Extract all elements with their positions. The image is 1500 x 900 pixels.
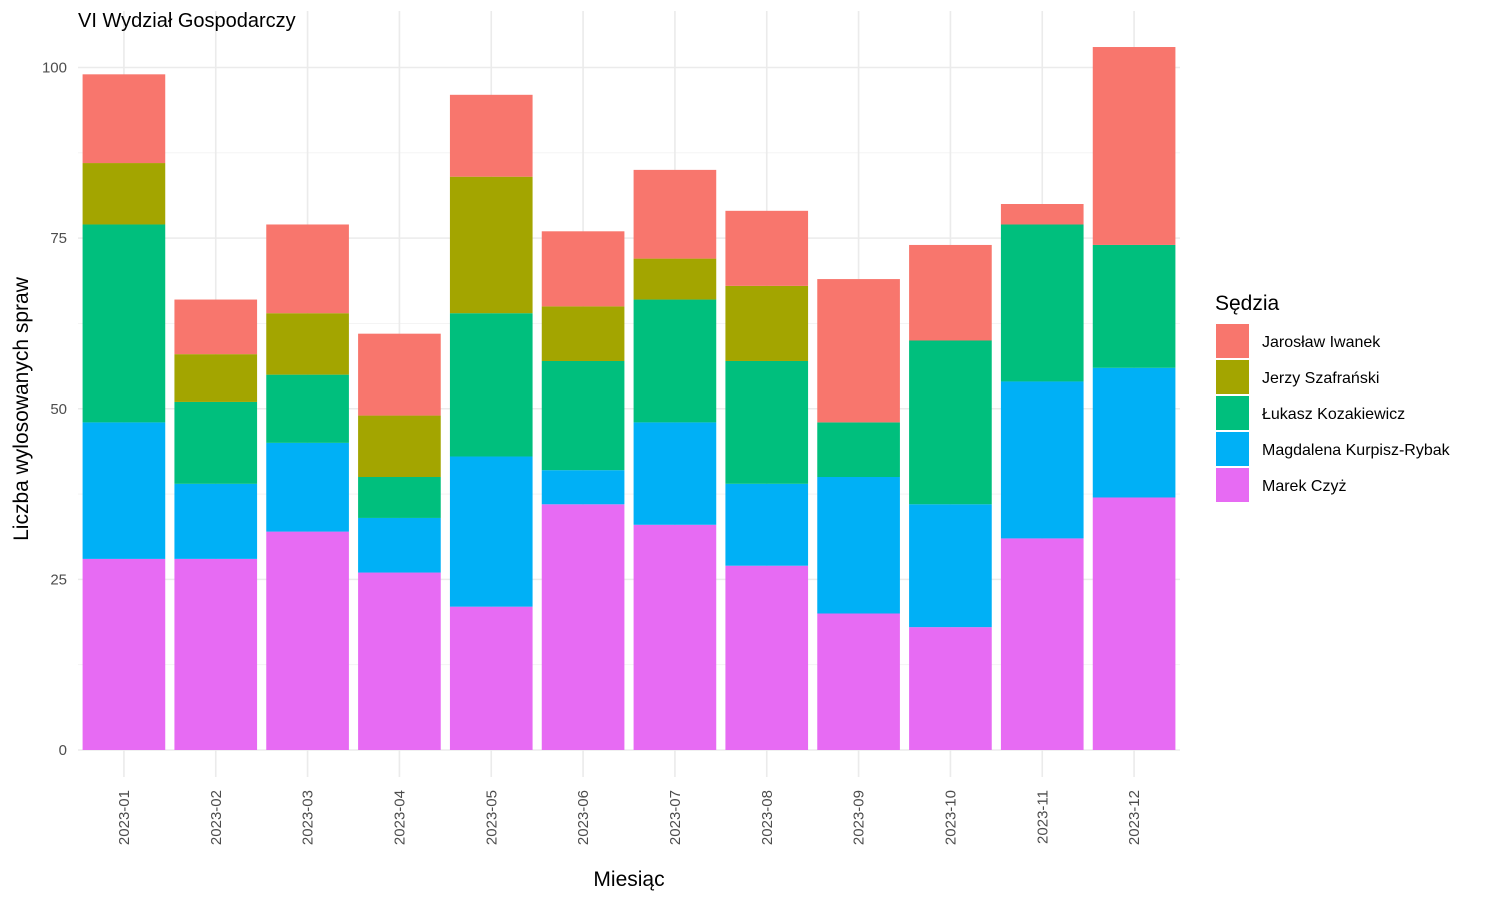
bar-segment — [909, 340, 992, 505]
bar-segment — [174, 299, 258, 355]
y-tick-label: 100 — [42, 60, 67, 77]
bar-segment — [1092, 244, 1176, 368]
legend-label: Łukasz Kozakiewicz — [1262, 406, 1405, 423]
bar-segment — [1092, 367, 1176, 498]
bar-segment — [82, 163, 166, 225]
bar-segment — [449, 313, 533, 457]
bar-segment — [266, 313, 349, 375]
bar-segment — [817, 477, 900, 614]
x-tick-label: 2023-07 — [667, 790, 684, 845]
bar-segment — [358, 415, 441, 477]
bar-segment — [725, 210, 809, 286]
bar-segment — [1000, 204, 1084, 225]
y-tick-label: 0 — [59, 742, 67, 759]
bar-segment — [174, 354, 258, 402]
legend-label: Jarosław Iwanek — [1262, 334, 1381, 351]
x-tick-label: 2023-08 — [759, 790, 776, 845]
legend-swatch — [1216, 468, 1249, 502]
legend-label: Magdalena Kurpisz-Rybak — [1262, 442, 1451, 459]
bar-segment — [449, 456, 533, 607]
bar-segment — [82, 558, 166, 750]
x-tick-label: 2023-04 — [391, 790, 408, 845]
bar-segment — [266, 442, 349, 532]
bar-segment — [358, 477, 441, 518]
legend-swatch — [1216, 324, 1249, 358]
legend-label: Marek Czyż — [1262, 478, 1346, 495]
bar-segment — [82, 224, 166, 423]
bar-segment — [449, 94, 533, 177]
bar-segment — [1000, 538, 1084, 750]
y-tick-label: 50 — [50, 401, 67, 418]
x-axis: 2023-01 2023-02 2023-03 2023-04 2023-05 2023-… — [116, 790, 1143, 845]
bar-segment — [358, 517, 441, 573]
bar-segment — [541, 231, 625, 307]
bar-segment — [633, 299, 717, 423]
bar-segment — [174, 401, 258, 484]
legend-swatch — [1216, 432, 1249, 466]
bar-segment — [82, 74, 166, 164]
bar-segment — [266, 374, 349, 443]
x-tick-label: 2023-02 — [208, 790, 225, 845]
bar-segment — [725, 285, 809, 361]
bar-segment — [1000, 224, 1084, 382]
bar-segment — [82, 422, 166, 559]
bar-segment — [174, 558, 258, 750]
x-tick-label: 2023-06 — [575, 790, 592, 845]
x-tick-label: 2023-05 — [483, 790, 500, 845]
bar-segment — [909, 244, 992, 341]
y-axis-title: Liczba wylosowanych spraw — [10, 276, 33, 541]
bar-segment — [817, 422, 900, 477]
bar-segment — [1000, 381, 1084, 539]
legend-title: Sędzia — [1215, 292, 1280, 315]
bar-segment — [541, 470, 625, 505]
x-tick-label: 2023-01 — [116, 790, 133, 845]
y-axis: 0 25 50 75 100 — [42, 60, 67, 760]
bar-segment — [909, 627, 992, 750]
bar-segment — [541, 360, 625, 471]
x-tick-label: 2023-09 — [851, 790, 868, 845]
bar-segment — [909, 504, 992, 628]
bar-segment — [358, 333, 441, 416]
x-tick-label: 2023-03 — [300, 790, 317, 845]
bar-segment — [266, 224, 349, 314]
bar-segment — [817, 613, 900, 750]
bar-segment — [633, 422, 717, 525]
bar-segment — [725, 565, 809, 750]
bar-segment — [1092, 497, 1176, 750]
y-tick-label: 25 — [50, 571, 67, 588]
x-tick-label: 2023-10 — [942, 790, 959, 845]
bar-segment — [266, 531, 349, 750]
chart-title: VI Wydział Gospodarczy — [78, 10, 296, 32]
x-axis-title: Miesiąc — [593, 868, 664, 891]
x-tick-label: 2023-12 — [1126, 790, 1143, 845]
legend-label: Jerzy Szafrański — [1262, 370, 1379, 387]
legend-swatch — [1216, 360, 1249, 394]
bar-segment — [358, 572, 441, 750]
bar-segment — [633, 524, 717, 750]
bar-segment — [541, 504, 625, 750]
bar-segment — [633, 169, 717, 259]
bar-segment — [725, 483, 809, 566]
bars — [82, 47, 1176, 750]
bar-segment — [449, 606, 533, 750]
bar-segment — [633, 258, 717, 300]
bar-segment — [174, 483, 258, 559]
bar-segment — [725, 360, 809, 484]
x-tick-label: 2023-11 — [1034, 790, 1051, 844]
bar-segment — [1092, 47, 1176, 245]
legend-swatch — [1216, 396, 1249, 430]
bar-segment — [817, 279, 900, 423]
legend: Sędzia Jarosław Iwanek Jerzy Szafrański Łu… — [1215, 292, 1451, 502]
bar-segment — [449, 176, 533, 314]
bar-segment — [541, 306, 625, 361]
y-tick-label: 75 — [50, 230, 67, 247]
